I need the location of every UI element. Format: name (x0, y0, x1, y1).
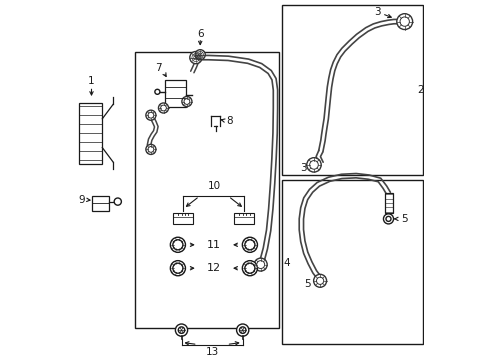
Circle shape (160, 105, 166, 111)
Circle shape (239, 327, 245, 333)
Circle shape (242, 261, 257, 276)
Text: 5: 5 (304, 279, 310, 289)
Circle shape (172, 240, 183, 250)
Circle shape (244, 263, 254, 273)
Text: 3: 3 (300, 163, 306, 173)
Circle shape (256, 261, 264, 269)
Circle shape (309, 161, 318, 169)
Text: 1: 1 (88, 76, 95, 86)
Text: 8: 8 (225, 116, 232, 126)
Circle shape (155, 89, 160, 94)
Circle shape (145, 110, 156, 120)
Circle shape (170, 237, 185, 252)
Circle shape (148, 147, 153, 152)
Circle shape (172, 263, 183, 273)
Bar (234, 213, 254, 224)
Circle shape (399, 17, 408, 26)
Text: 5: 5 (400, 214, 407, 224)
Circle shape (385, 216, 390, 221)
Circle shape (236, 324, 248, 336)
Circle shape (313, 274, 326, 287)
Bar (173, 213, 193, 224)
Bar (384, 193, 392, 213)
Text: 13: 13 (205, 347, 218, 357)
Circle shape (145, 144, 156, 154)
Circle shape (114, 198, 121, 205)
Bar (91, 196, 108, 211)
Circle shape (183, 99, 189, 104)
Circle shape (148, 112, 153, 118)
Bar (134, 52, 278, 328)
Text: 9: 9 (78, 195, 84, 205)
Text: 12: 12 (206, 263, 221, 273)
Bar (282, 180, 422, 344)
Text: 2: 2 (416, 85, 423, 95)
Circle shape (158, 103, 168, 113)
Circle shape (182, 96, 192, 107)
Circle shape (396, 14, 412, 30)
Bar (282, 5, 422, 175)
Bar (79, 103, 102, 164)
Bar (165, 80, 186, 107)
Circle shape (254, 258, 266, 271)
Circle shape (195, 50, 205, 60)
Text: 7: 7 (155, 63, 162, 73)
Text: 6: 6 (197, 29, 203, 39)
Circle shape (316, 277, 323, 284)
Circle shape (242, 237, 257, 252)
Text: 4: 4 (283, 258, 289, 268)
Text: 3: 3 (374, 6, 380, 17)
Text: 11: 11 (206, 240, 221, 250)
Circle shape (170, 261, 185, 276)
Circle shape (306, 158, 321, 172)
Circle shape (178, 327, 184, 333)
Circle shape (244, 240, 254, 250)
Circle shape (175, 324, 187, 336)
Circle shape (189, 51, 202, 64)
Circle shape (383, 214, 393, 224)
Text: 10: 10 (207, 181, 220, 191)
